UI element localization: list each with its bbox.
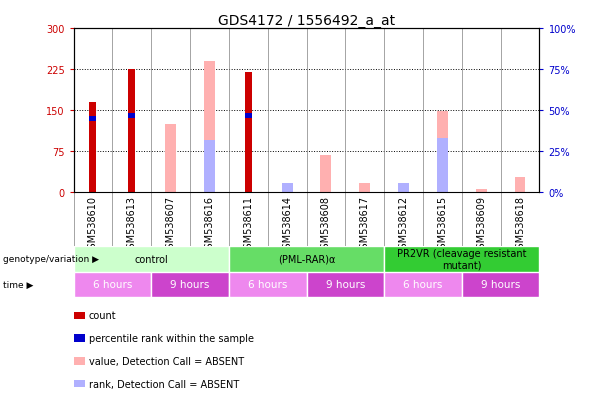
Text: PR2VR (cleavage resistant
mutant): PR2VR (cleavage resistant mutant) [397, 249, 527, 270]
Text: value, Detection Call = ABSENT: value, Detection Call = ABSENT [89, 356, 244, 366]
Bar [74, 247, 229, 272]
Bar [321, 156, 332, 193]
Text: GSM538607: GSM538607 [166, 196, 175, 255]
Bar [89, 117, 96, 121]
Bar [437, 138, 448, 193]
Text: GSM538616: GSM538616 [205, 196, 215, 254]
Text: GSM538614: GSM538614 [282, 196, 292, 254]
Bar [204, 141, 215, 193]
Bar [89, 103, 96, 193]
Text: control: control [134, 254, 168, 264]
Text: GSM538612: GSM538612 [398, 196, 408, 255]
Text: GSM538618: GSM538618 [515, 196, 525, 254]
Text: (PML-RAR)α: (PML-RAR)α [278, 254, 335, 264]
Text: GSM538611: GSM538611 [243, 196, 253, 254]
Bar [128, 114, 135, 119]
Bar [229, 247, 384, 272]
Bar [476, 189, 487, 193]
Text: time ▶: time ▶ [3, 280, 34, 289]
Text: 6 hours: 6 hours [403, 280, 443, 290]
Title: GDS4172 / 1556492_a_at: GDS4172 / 1556492_a_at [218, 14, 395, 28]
Text: percentile rank within the sample: percentile rank within the sample [89, 333, 254, 343]
Text: 9 hours: 9 hours [481, 280, 520, 290]
Bar [229, 272, 306, 297]
Bar [281, 183, 292, 193]
Bar [165, 125, 176, 193]
Bar [437, 112, 448, 193]
Text: GSM538615: GSM538615 [438, 196, 447, 255]
Bar [245, 73, 252, 193]
Bar [74, 272, 151, 297]
Text: 6 hours: 6 hours [248, 280, 287, 290]
Text: 6 hours: 6 hours [93, 280, 132, 290]
Bar [359, 183, 370, 193]
Text: 9 hours: 9 hours [326, 280, 365, 290]
Bar [151, 272, 229, 297]
Bar [281, 183, 292, 193]
Bar [462, 272, 539, 297]
Text: rank, Detection Call = ABSENT: rank, Detection Call = ABSENT [89, 379, 239, 389]
Bar [128, 70, 135, 193]
Bar [204, 62, 215, 193]
Text: GSM538609: GSM538609 [476, 196, 486, 254]
Text: 9 hours: 9 hours [170, 280, 210, 290]
Text: count: count [89, 311, 116, 320]
Bar [384, 247, 539, 272]
Text: GSM538608: GSM538608 [321, 196, 331, 254]
Bar [398, 183, 409, 193]
Bar [306, 272, 384, 297]
Text: genotype/variation ▶: genotype/variation ▶ [3, 255, 99, 264]
Text: GSM538610: GSM538610 [88, 196, 98, 254]
Text: GSM538617: GSM538617 [360, 196, 370, 255]
Bar [514, 178, 525, 193]
Bar [384, 272, 462, 297]
Bar [398, 183, 409, 193]
Text: GSM538613: GSM538613 [127, 196, 137, 254]
Bar [245, 114, 252, 119]
